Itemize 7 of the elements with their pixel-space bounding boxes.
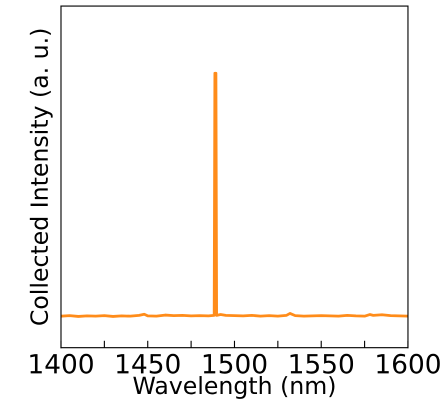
- x-axis-title: Wavelength (nm): [133, 376, 334, 399]
- x-tick-label: 1400: [30, 354, 93, 374]
- x-tick-label: 1600: [377, 354, 440, 374]
- x-tick-label: 1500: [204, 354, 266, 374]
- x-tick-label: 1450: [117, 354, 180, 374]
- x-tick-label: 1550: [290, 354, 354, 374]
- y-axis-title: Collected Intensity (a. u.): [30, 30, 53, 325]
